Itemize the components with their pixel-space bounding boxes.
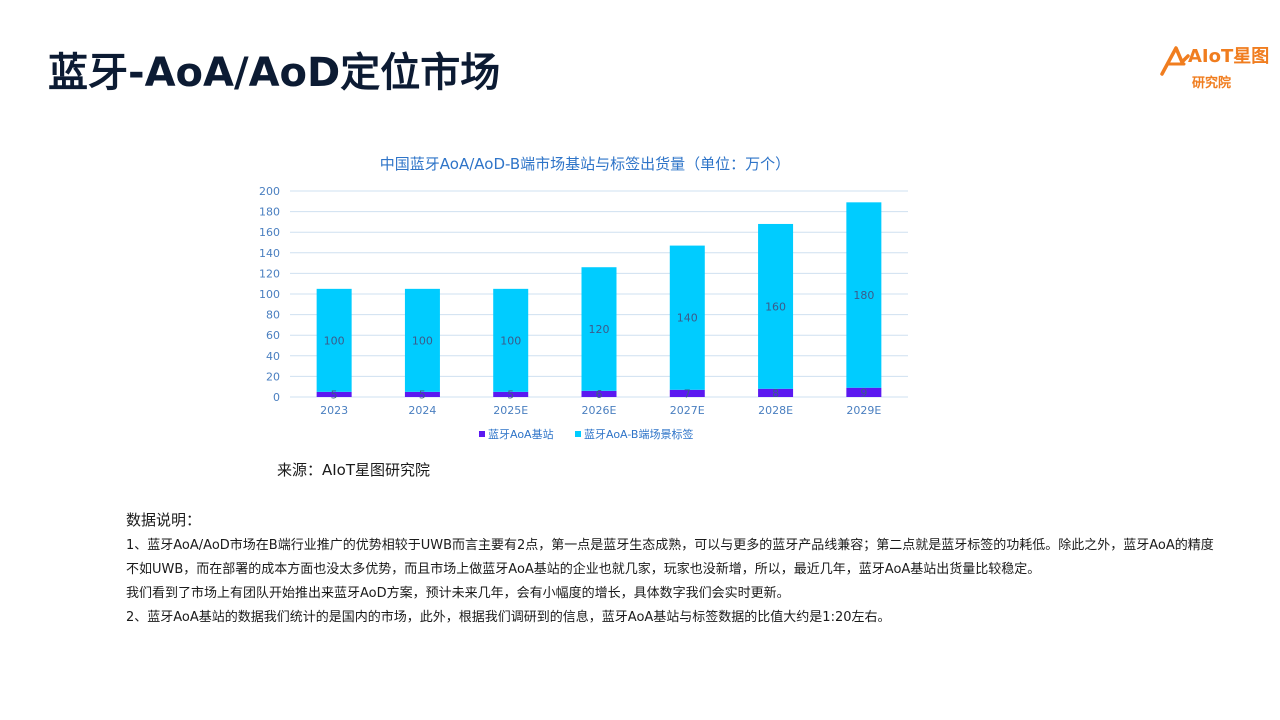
x-tick-label: 2027E (670, 404, 705, 417)
data-label: 100 (324, 334, 345, 347)
bar-tag (669, 245, 705, 390)
data-notes: 数据说明： 1、蓝牙AoA/AoD市场在B端行业推广的优势相较于UWB而言主要有… (126, 508, 1216, 630)
bar-tag (846, 202, 882, 388)
chart-container: 中国蓝牙AoA/AoD-B端市场基站与标签出货量（单位：万个） 0 20 40 60 8… (250, 150, 930, 450)
data-label: 9 (860, 386, 867, 399)
x-tick-label: 2029E (846, 404, 881, 417)
source-note: 来源：AIoT星图研究院 (277, 461, 431, 479)
bar-tag (404, 288, 440, 392)
notes-paragraph-1: 1、蓝牙AoA/AoD市场在B端行业推广的优势相较于UWB而言主要有2点，第一点… (126, 538, 1214, 577)
legend-label: 蓝牙AoA基站 (488, 427, 554, 441)
brand-logo: AIoT星图 研究院 (1158, 42, 1269, 96)
bar-station (316, 391, 352, 397)
bar-tag (758, 223, 794, 389)
y-tick-label: 180 (259, 206, 280, 219)
y-tick-label: 120 (259, 267, 280, 280)
bar-chart: 中国蓝牙AoA/AoD-B端市场基站与标签出货量（单位：万个） 0 20 40 60 8… (259, 155, 908, 441)
logo-icon (1160, 46, 1190, 76)
bar-station (669, 389, 705, 397)
legend-swatch (479, 431, 485, 437)
data-label: 140 (677, 312, 698, 325)
data-label: 5 (507, 388, 514, 401)
data-label: 8 (772, 387, 779, 400)
logo-name: AIoT星图 (1188, 46, 1270, 67)
page-title: 蓝牙-AoA/AoD定位市场 (48, 50, 501, 96)
logo-subtitle: 研究院 (1192, 76, 1232, 91)
data-label: 6 (596, 388, 603, 401)
legend-swatch (575, 431, 581, 437)
bar-tag (581, 267, 617, 391)
notes-paragraph-2: 我们看到了市场上有团队开始推出来蓝牙AoD方案，预计未来几年，会有小幅度的增长，… (126, 586, 790, 601)
x-tick-label: 2025E (493, 404, 528, 417)
data-label: 7 (684, 387, 691, 400)
x-tick-label: 2023 (320, 404, 348, 417)
bar-station (758, 388, 794, 397)
notes-heading: 数据说明： (126, 511, 202, 529)
bar-station (493, 391, 529, 397)
bar-station (581, 390, 617, 397)
bar-tag (316, 288, 352, 392)
y-tick-label: 40 (266, 350, 280, 363)
x-tick-label: 2024 (408, 404, 436, 417)
data-label: 160 (765, 300, 786, 313)
data-label: 5 (419, 388, 426, 401)
y-tick-label: 160 (259, 226, 280, 239)
bar-station (846, 387, 882, 397)
bar-tag (493, 288, 529, 392)
data-label: 5 (331, 388, 338, 401)
x-tick-label: 2026E (582, 404, 617, 417)
y-tick-label: 200 (259, 185, 280, 198)
y-tick-label: 140 (259, 247, 280, 260)
legend-label: 蓝牙AoA-B端场景标签 (584, 427, 693, 441)
x-tick-label: 2028E (758, 404, 793, 417)
bar-station (404, 391, 440, 397)
y-tick-label: 100 (259, 288, 280, 301)
y-tick-label: 80 (266, 309, 280, 322)
y-tick-label: 60 (266, 329, 280, 342)
y-tick-label: 0 (273, 391, 280, 404)
data-label: 100 (412, 334, 433, 347)
data-label: 120 (589, 323, 610, 336)
chart-title: 中国蓝牙AoA/AoD-B端市场基站与标签出货量（单位：万个） (380, 155, 790, 173)
y-tick-label: 20 (266, 370, 280, 383)
data-label: 100 (500, 334, 521, 347)
data-label: 180 (853, 289, 874, 302)
notes-paragraph-3: 2、蓝牙AoA基站的数据我们统计的是国内的市场，此外，根据我们调研到的信息，蓝牙… (126, 610, 891, 625)
